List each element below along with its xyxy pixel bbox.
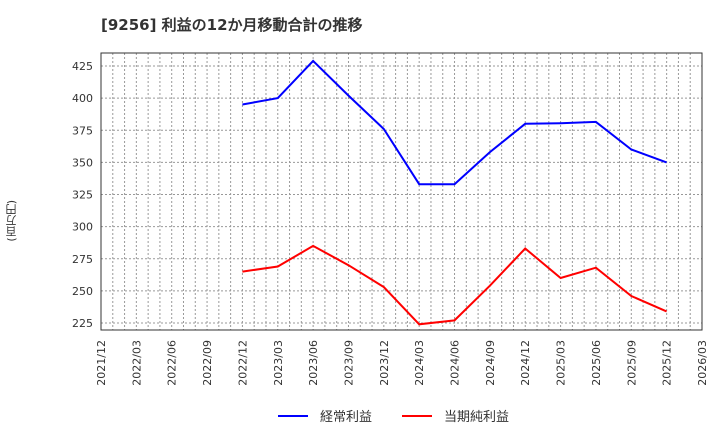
svg-text:2024/06: 2024/06 (449, 340, 462, 386)
svg-text:2026/03: 2026/03 (696, 340, 709, 386)
svg-text:2024/09: 2024/09 (484, 340, 497, 386)
plot-frame (100, 52, 703, 331)
svg-text:2025/06: 2025/06 (590, 340, 603, 386)
svg-text:2025/12: 2025/12 (661, 340, 674, 386)
svg-text:2023/09: 2023/09 (342, 340, 355, 386)
svg-text:225: 225 (72, 317, 93, 330)
svg-text:2025/03: 2025/03 (555, 340, 568, 386)
svg-text:300: 300 (72, 221, 93, 234)
svg-text:2023/03: 2023/03 (272, 340, 285, 386)
legend-item-ordinary-profit: 経常利益 (278, 406, 372, 425)
legend-item-net-profit: 当期純利益 (402, 406, 509, 425)
grid-lines (101, 53, 702, 330)
legend-label: 当期純利益 (444, 410, 510, 425)
svg-text:2022/12: 2022/12 (236, 340, 249, 386)
svg-text:250: 250 (72, 285, 93, 298)
svg-text:375: 375 (72, 124, 93, 137)
svg-text:2022/09: 2022/09 (201, 340, 214, 386)
y-axis-ticks: 225 250 275 300 325 350 375 400 425 (72, 60, 93, 330)
data-series (242, 59, 667, 326)
svg-text:350: 350 (72, 156, 93, 169)
x-axis-ticks: 2021/12 2022/03 2022/06 2022/09 2022/12 2023/… (95, 340, 709, 386)
svg-text:2024/03: 2024/03 (413, 340, 426, 386)
legend-swatch-blue (278, 414, 308, 417)
svg-text:2024/12: 2024/12 (519, 340, 532, 386)
svg-text:2022/06: 2022/06 (166, 340, 179, 386)
svg-text:2025/09: 2025/09 (625, 340, 638, 386)
svg-text:2023/12: 2023/12 (378, 340, 391, 386)
svg-text:325: 325 (72, 189, 93, 202)
svg-text:2021/12: 2021/12 (95, 340, 108, 386)
chart-title: [9256] 利益の12か月移動合計の推移 (101, 16, 363, 34)
svg-text:425: 425 (72, 60, 93, 73)
svg-text:2022/03: 2022/03 (130, 340, 143, 386)
legend-swatch-red (402, 414, 433, 417)
svg-text:275: 275 (72, 253, 93, 266)
legend-label: 経常利益 (320, 410, 373, 425)
svg-text:2023/06: 2023/06 (307, 340, 320, 386)
svg-text:400: 400 (72, 92, 93, 105)
legend: 経常利益 当期純利益 (278, 406, 539, 425)
